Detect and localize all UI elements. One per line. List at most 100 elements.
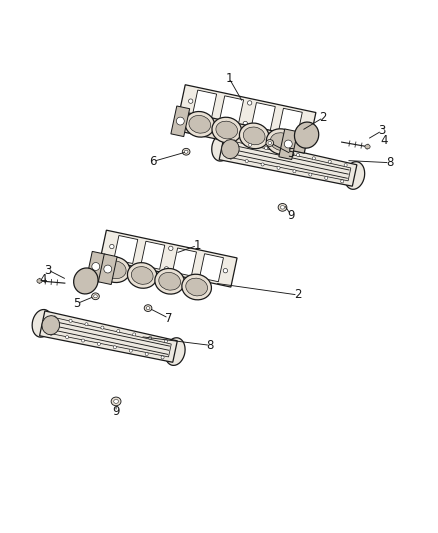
Ellipse shape [32,310,52,337]
Polygon shape [278,108,302,136]
Ellipse shape [284,140,292,148]
Polygon shape [173,248,197,276]
Ellipse shape [309,173,312,176]
Ellipse shape [243,122,247,126]
Ellipse shape [42,316,60,335]
Ellipse shape [212,133,232,161]
Text: 4: 4 [39,273,47,286]
Ellipse shape [265,147,268,150]
Ellipse shape [341,180,344,183]
Polygon shape [178,111,290,154]
Ellipse shape [81,339,85,342]
Ellipse shape [117,329,120,333]
Polygon shape [219,135,357,186]
Ellipse shape [100,257,130,282]
Text: 9: 9 [287,209,295,222]
Ellipse shape [182,274,212,300]
Polygon shape [279,129,298,159]
Polygon shape [46,316,171,357]
Ellipse shape [229,156,232,159]
Ellipse shape [245,159,248,163]
Text: 1: 1 [225,71,233,85]
Ellipse shape [110,244,114,249]
Ellipse shape [159,272,180,290]
Ellipse shape [312,157,315,160]
Polygon shape [77,279,92,293]
Ellipse shape [216,121,238,139]
Ellipse shape [69,319,72,322]
Ellipse shape [169,246,173,251]
Ellipse shape [278,204,287,211]
Ellipse shape [129,349,132,352]
Ellipse shape [344,164,347,167]
Ellipse shape [131,266,153,284]
Ellipse shape [133,333,136,336]
Text: 1: 1 [193,239,201,252]
Text: 5: 5 [288,148,295,160]
Polygon shape [199,254,223,282]
Text: 3: 3 [378,124,385,137]
Ellipse shape [244,127,265,145]
Ellipse shape [186,278,208,296]
Ellipse shape [294,122,319,148]
Ellipse shape [268,141,272,144]
Ellipse shape [247,101,252,105]
Ellipse shape [111,397,121,406]
Ellipse shape [164,266,169,271]
Polygon shape [114,236,138,263]
Ellipse shape [345,161,365,189]
Ellipse shape [145,352,148,356]
Ellipse shape [222,140,239,159]
Ellipse shape [261,163,264,166]
Ellipse shape [74,268,98,294]
Ellipse shape [182,148,190,155]
Ellipse shape [148,336,152,340]
Polygon shape [141,241,165,269]
Ellipse shape [189,116,211,133]
Ellipse shape [104,265,112,273]
Ellipse shape [165,340,168,343]
Ellipse shape [49,332,53,335]
Ellipse shape [249,143,252,147]
Ellipse shape [240,123,269,149]
Ellipse shape [146,306,150,310]
Polygon shape [193,90,217,118]
Ellipse shape [37,279,42,283]
Ellipse shape [113,346,117,349]
Text: 9: 9 [112,406,120,418]
Ellipse shape [325,176,328,180]
Polygon shape [39,311,177,362]
Text: 7: 7 [165,312,173,325]
Ellipse shape [188,99,193,103]
Ellipse shape [85,322,88,326]
Ellipse shape [165,338,185,366]
Ellipse shape [297,154,300,157]
Text: 6: 6 [149,155,157,168]
Ellipse shape [328,160,331,163]
Ellipse shape [97,342,100,345]
Ellipse shape [127,263,157,288]
Ellipse shape [161,356,164,359]
Ellipse shape [53,316,56,319]
Ellipse shape [223,269,228,273]
Text: 8: 8 [207,339,214,352]
Polygon shape [225,140,351,181]
Ellipse shape [94,295,97,298]
Ellipse shape [280,150,283,153]
Polygon shape [100,230,237,287]
Polygon shape [287,137,307,153]
Ellipse shape [270,133,292,150]
Polygon shape [219,96,244,124]
Polygon shape [300,124,314,137]
Text: 2: 2 [319,111,327,124]
Polygon shape [94,257,110,279]
Ellipse shape [277,166,280,169]
Text: 4: 4 [380,134,388,147]
Ellipse shape [92,263,100,270]
Polygon shape [251,102,276,131]
Polygon shape [179,85,316,142]
Ellipse shape [177,117,184,125]
Ellipse shape [212,117,242,143]
Ellipse shape [114,399,118,403]
Ellipse shape [185,111,215,137]
